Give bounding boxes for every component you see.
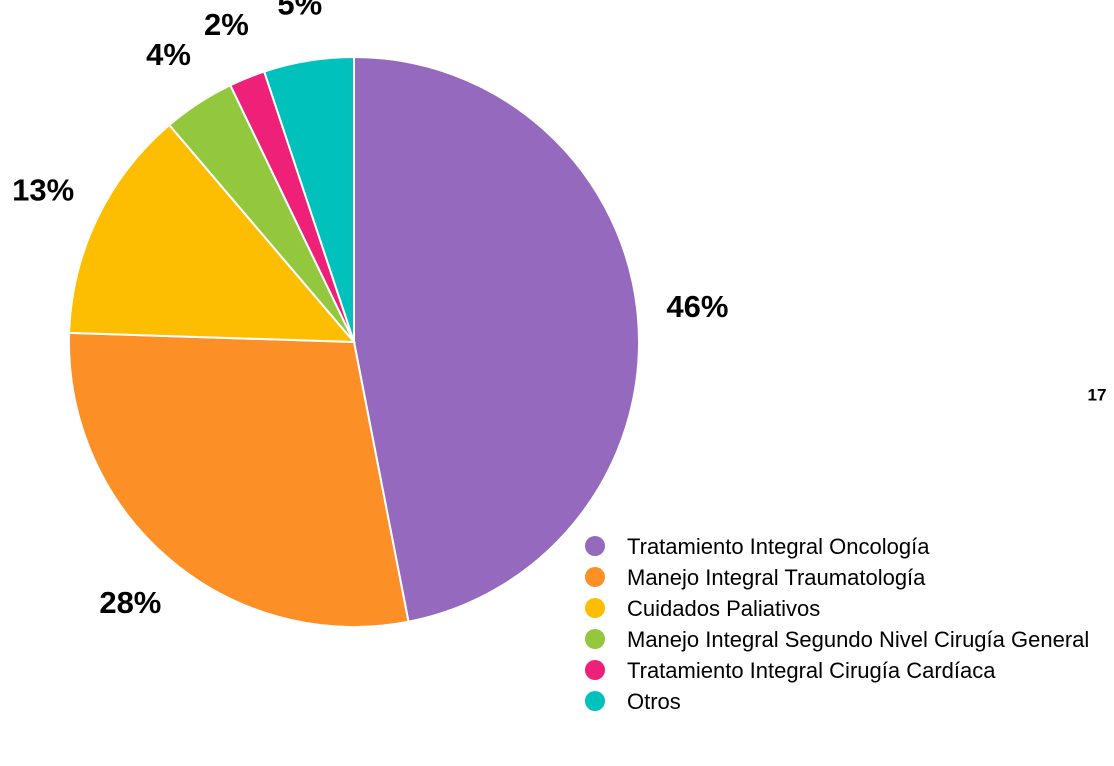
- legend-swatch: [585, 598, 605, 618]
- legend-swatch: [585, 567, 605, 587]
- legend-item: Otros: [583, 690, 1114, 713]
- pie-slice: [68, 123, 357, 344]
- legend-swatch: [585, 660, 605, 680]
- legend-label: Tratamiento Integral Cirugía Cardíaca: [627, 658, 996, 683]
- legend-label: Otros: [627, 689, 681, 714]
- legend-item: Manejo Integral Segundo Nivel Cirugía Ge…: [583, 628, 1114, 651]
- data-label: 13%: [12, 172, 74, 207]
- pie-slice: [68, 331, 410, 628]
- legend-swatch: [585, 629, 605, 649]
- data-label: 46%: [666, 289, 728, 324]
- legend-label: Cuidados Paliativos: [627, 596, 821, 621]
- legend-item: Cuidados Paliativos: [583, 597, 1114, 620]
- pie-slice: [262, 55, 355, 343]
- legend-label: Manejo Integral Traumatología: [627, 565, 926, 590]
- legend-item: Manejo Integral Traumatología: [583, 566, 1114, 589]
- data-label: 2%: [204, 7, 249, 42]
- legend-swatch: [585, 691, 605, 711]
- data-label: 28%: [99, 585, 161, 620]
- legend-label: Manejo Integral Segundo Nivel Cirugía Ge…: [627, 627, 1090, 652]
- legend-swatch: [585, 536, 605, 556]
- legend-label: Tratamiento Integral Oncología: [627, 534, 930, 559]
- legend-item: Tratamiento Integral Oncología: [583, 535, 1114, 558]
- data-label: 5%: [277, 0, 322, 22]
- annotation: 17: [1088, 385, 1107, 404]
- data-label: 4%: [146, 37, 191, 72]
- pie-slice: [353, 55, 640, 623]
- legend-item: Tratamiento Integral Cirugía Cardíaca: [583, 659, 1114, 682]
- legend: Tratamiento Integral Oncología Manejo Int…: [583, 535, 1114, 721]
